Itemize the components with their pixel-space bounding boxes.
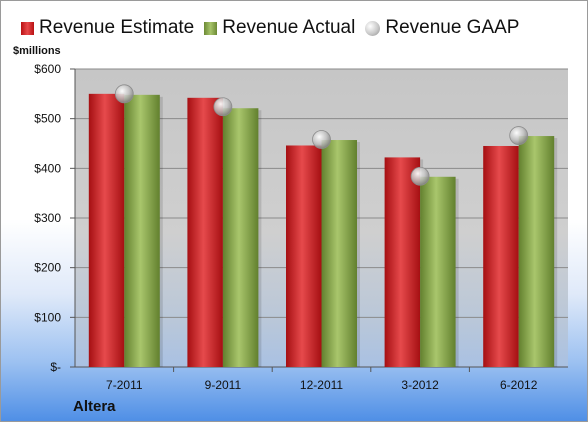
y-tick-label: $100: [34, 310, 61, 324]
x-tick-label: 6-2012: [500, 378, 538, 392]
marker-revenue-gaap: [114, 84, 134, 104]
x-axis-ticks: 7-2011 9-2011 12-2011 3-2012 6-2012: [106, 367, 538, 392]
marker-revenue-gaap: [312, 130, 331, 149]
bar-revenue-estimate: [88, 93, 125, 367]
y-tick-label: $-: [50, 360, 61, 374]
bars: [88, 93, 558, 368]
marker-revenue-gaap: [509, 126, 529, 145]
legend-swatch-gaap: [365, 20, 381, 36]
company-name: Altera: [73, 398, 116, 415]
legend-label-estimate: Revenue Estimate: [39, 17, 195, 38]
x-tick-label: 9-2011: [205, 378, 242, 392]
bar-revenue-actual: [124, 94, 160, 368]
bar-revenue-actual: [321, 140, 357, 367]
y-tick-label: $200: [34, 261, 61, 275]
y-tick-label: $300: [34, 211, 61, 225]
bar-revenue-actual: [222, 108, 259, 367]
bar-revenue-actual: [518, 136, 555, 367]
bar-revenue-actual: [420, 176, 456, 367]
bar-revenue-estimate: [286, 145, 322, 367]
legend-swatch-estimate: [21, 21, 34, 35]
legend-item-actual: Revenue Actual: [204, 17, 355, 39]
bar-revenue-estimate: [384, 157, 421, 367]
gaap-markers: [114, 84, 529, 186]
y-tick-label: $600: [34, 62, 61, 76]
x-tick-label: 3-2012: [401, 378, 439, 392]
y-tick-label: $400: [34, 161, 61, 175]
x-tick-label: 7-2011: [106, 378, 143, 392]
bar-revenue-estimate: [187, 97, 223, 367]
marker-revenue-gaap: [213, 97, 233, 117]
marker-revenue-gaap: [410, 166, 430, 186]
x-tick-label: 12-2011: [300, 378, 343, 392]
legend: Revenue Estimate Revenue Actual Revenue …: [21, 17, 529, 39]
y-tick-label: $500: [34, 112, 61, 126]
legend-label-gaap: Revenue GAAP: [385, 17, 520, 38]
y-axis-units-label: $millions: [13, 45, 61, 57]
legend-item-estimate: Revenue Estimate: [21, 17, 194, 39]
bar-revenue-estimate: [483, 145, 519, 367]
legend-label-actual: Revenue Actual: [222, 17, 356, 38]
legend-item-gaap: Revenue GAAP: [365, 17, 519, 39]
legend-swatch-actual: [204, 21, 218, 35]
